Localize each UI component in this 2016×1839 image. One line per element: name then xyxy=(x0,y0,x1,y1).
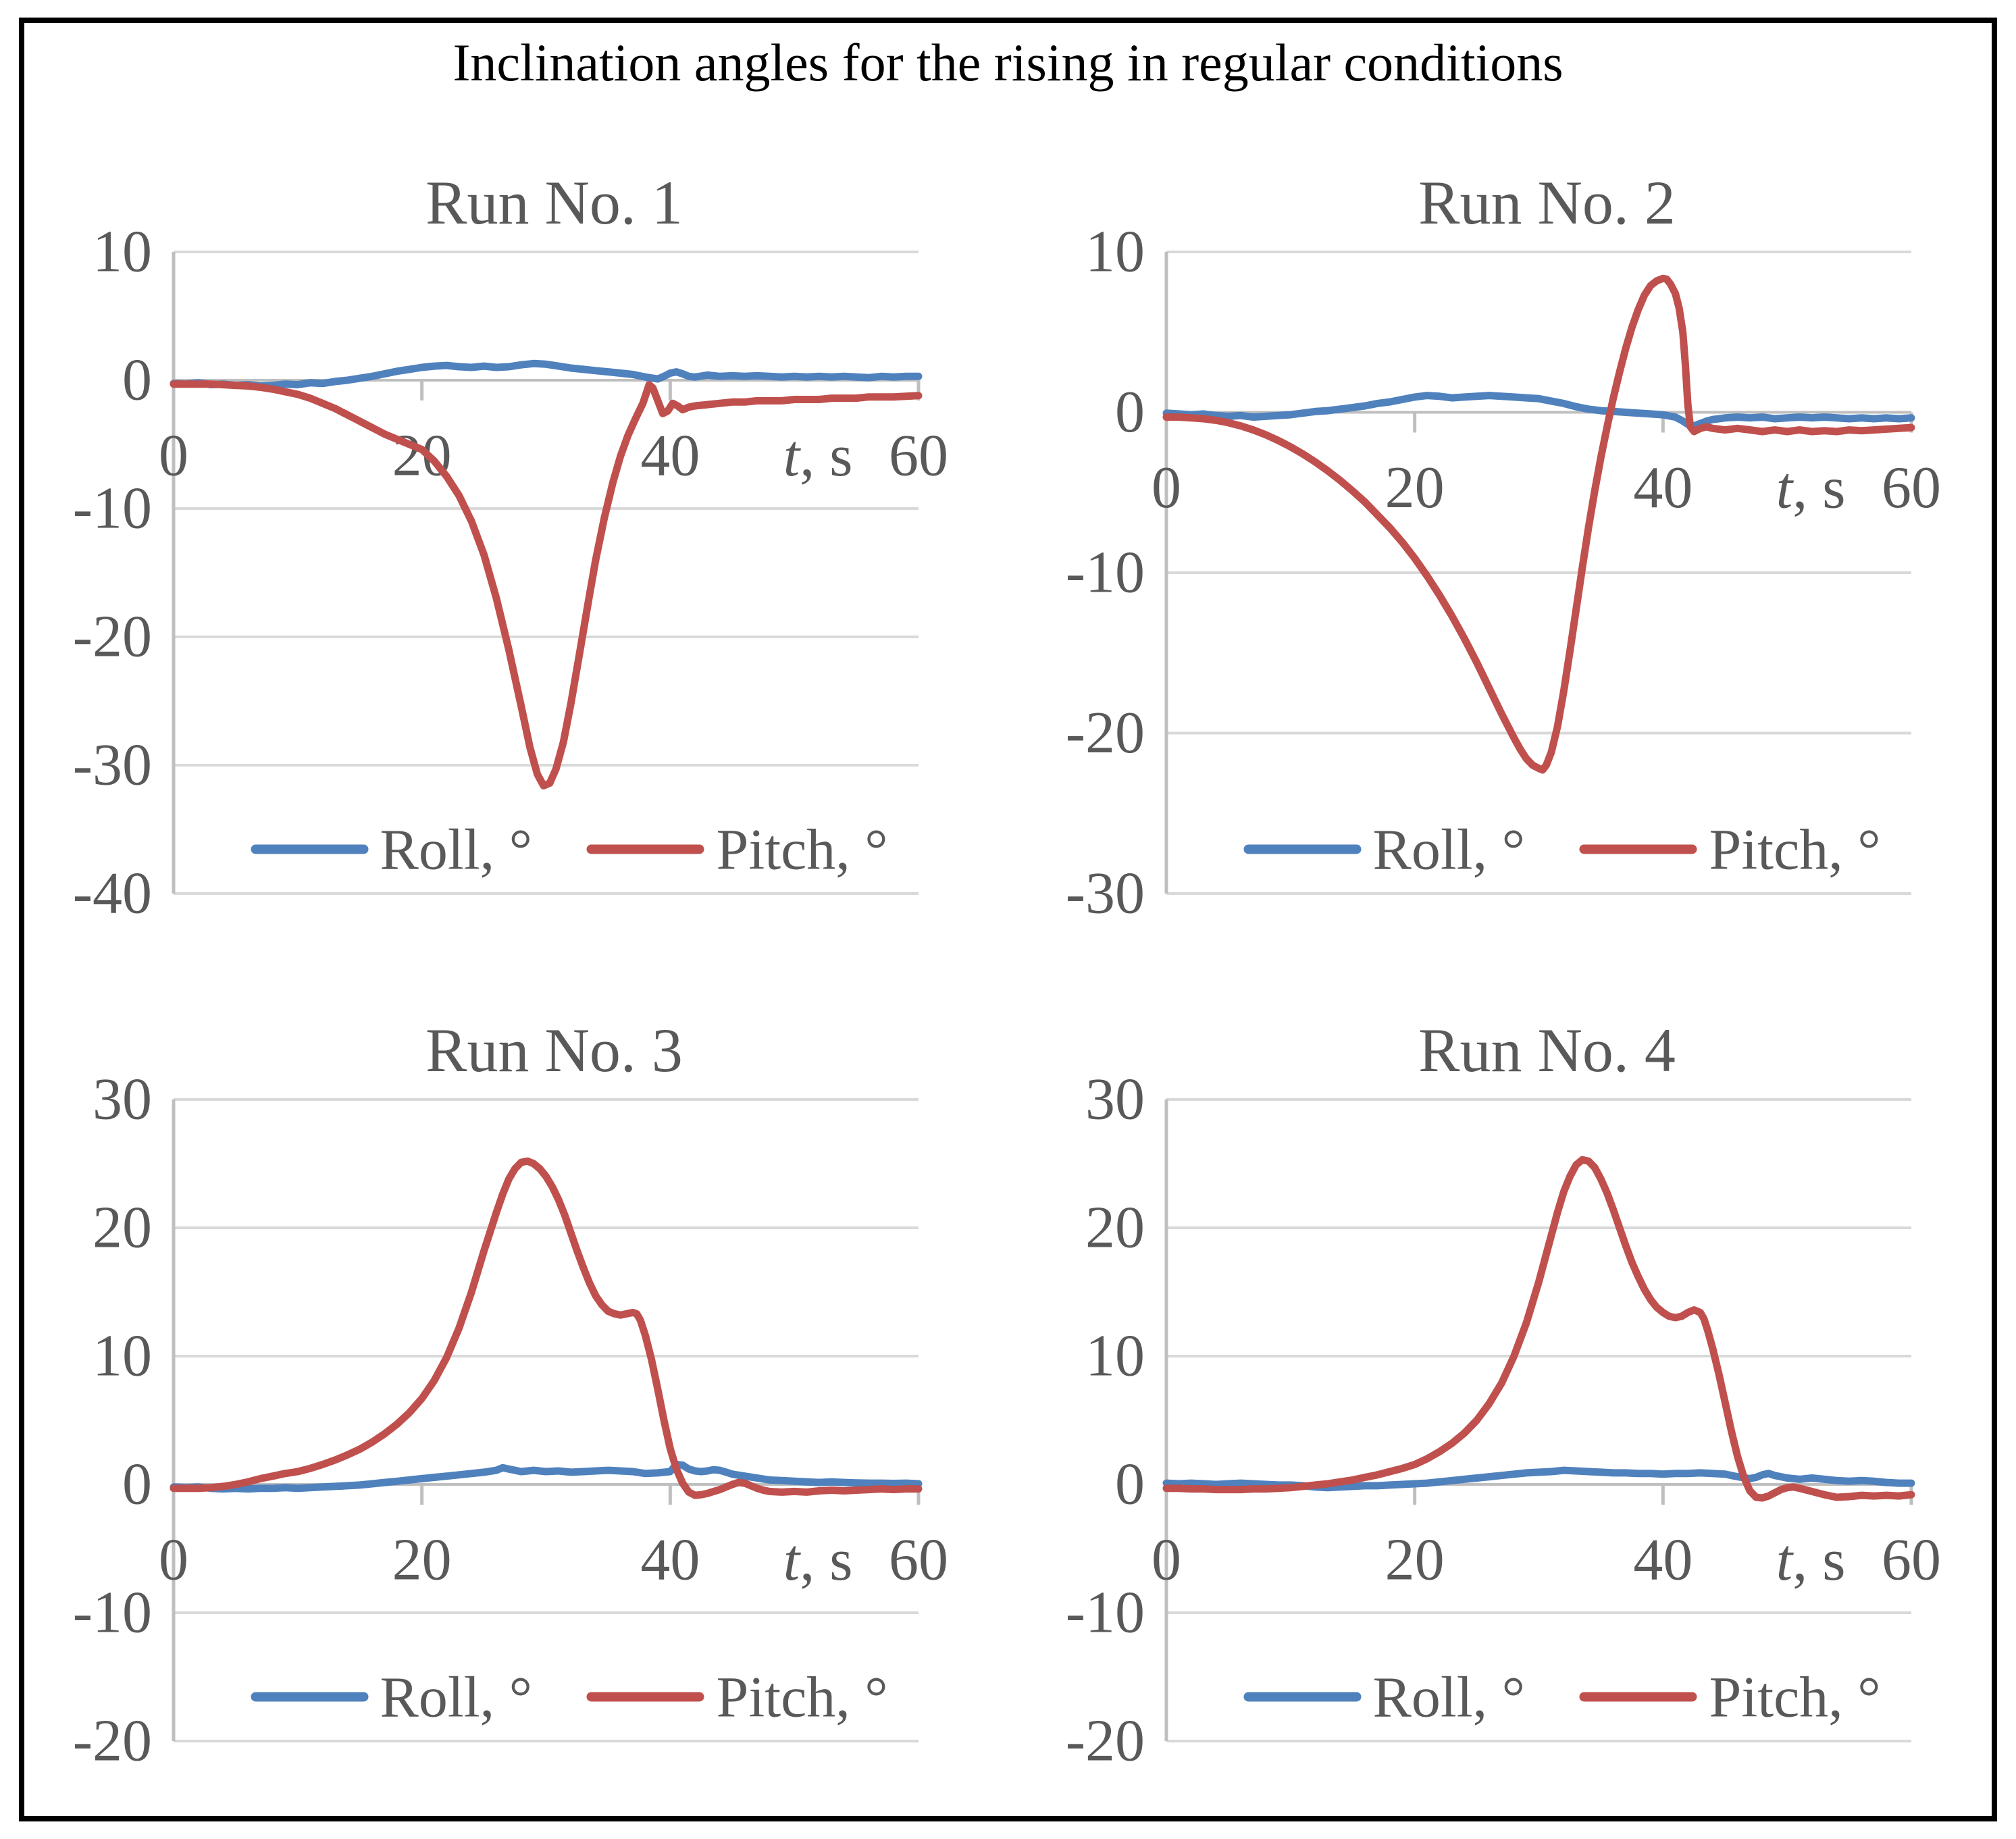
figure-title: Inclination angles for the rising in reg… xyxy=(453,33,1563,92)
x-tick-label: 20 xyxy=(1385,1528,1445,1593)
y-tick-label: -10 xyxy=(73,1580,152,1646)
pitch-series-line xyxy=(1162,1156,1915,1502)
x-tick-label: 60 xyxy=(1882,455,1941,521)
pitch-series-line xyxy=(170,380,923,789)
x-tick-label: 0 xyxy=(1152,1528,1181,1593)
chart-panel-4: Run No. 4 30 20 10 0 -10 -20 0 20 40 60 t, s Roll, °… xyxy=(1033,1003,2013,1839)
legend-pitch-label: Pitch, ° xyxy=(717,1664,888,1729)
y-tick-label: 0 xyxy=(1115,380,1145,445)
legend-roll-label: Roll, ° xyxy=(380,1664,533,1729)
legend-pitch-swatch xyxy=(586,844,704,854)
y-tick-label: 30 xyxy=(93,1067,152,1133)
y-tick-label: -20 xyxy=(73,604,152,670)
y-tick-label: -30 xyxy=(73,733,152,798)
x-tick-label: 20 xyxy=(392,423,452,489)
pitch-series-line xyxy=(170,1157,923,1499)
y-tick-label: 10 xyxy=(93,1324,152,1389)
y-tick-label: -30 xyxy=(1066,861,1145,927)
legend-pitch-label: Pitch, ° xyxy=(717,817,888,881)
legend: Roll, ° Pitch, ° xyxy=(1243,1664,1881,1729)
x-tick-label: 0 xyxy=(159,1528,188,1593)
legend-roll-swatch xyxy=(251,1692,369,1702)
legend-roll-label: Roll, ° xyxy=(1373,1664,1526,1729)
x-tick-label: 0 xyxy=(159,423,188,489)
legend-pitch-swatch xyxy=(1579,1692,1697,1702)
figure-border xyxy=(19,18,1997,1821)
x-tick-label: 40 xyxy=(640,1528,700,1593)
legend-roll-swatch xyxy=(251,844,369,854)
x-tick-label: 40 xyxy=(1633,455,1692,521)
chart-title: Run No. 4 xyxy=(1418,1016,1676,1085)
chart-title: Run No. 3 xyxy=(425,1016,683,1085)
y-tick-label: -20 xyxy=(73,1709,152,1774)
legend-pitch-swatch xyxy=(586,1692,704,1702)
y-tick-label: -40 xyxy=(73,861,152,927)
y-tick-label: -10 xyxy=(1066,540,1145,606)
x-tick-label: 40 xyxy=(640,423,700,489)
y-tick-label: -10 xyxy=(73,476,152,542)
pitch-series-line xyxy=(1162,274,1915,774)
y-tick-label: 10 xyxy=(93,219,152,285)
y-tick-label: 20 xyxy=(1085,1195,1145,1261)
legend: Roll, ° Pitch, ° xyxy=(1243,817,1881,881)
x-axis-title: t, s xyxy=(1776,1528,1846,1593)
y-tick-label: 10 xyxy=(1085,1324,1145,1389)
chart-panel-2: Run No. 2 10 0 -10 -20 -30 0 20 40 60 t, s Roll, ° P… xyxy=(1033,155,2013,1000)
y-tick-label: -20 xyxy=(1066,1709,1145,1774)
y-tick-label: -10 xyxy=(1066,1580,1145,1646)
x-tick-label: 40 xyxy=(1633,1528,1692,1593)
legend-roll-label: Roll, ° xyxy=(380,817,533,881)
y-tick-label: -20 xyxy=(1066,700,1145,766)
roll-series-line xyxy=(170,359,923,390)
x-axis-title: t, s xyxy=(783,1528,853,1593)
roll-series-line xyxy=(170,1461,923,1493)
roll-series-line xyxy=(1162,392,1915,430)
legend-roll-swatch xyxy=(1243,844,1362,854)
y-tick-label: 10 xyxy=(1085,219,1145,285)
chart-panel-3: Run No. 3 30 20 10 0 -10 -20 0 20 40 60 t, s Roll, °… xyxy=(41,1003,1020,1839)
legend-pitch-label: Pitch, ° xyxy=(1709,1664,1881,1729)
y-tick-label: 20 xyxy=(93,1195,152,1261)
y-tick-label: 0 xyxy=(122,1452,152,1518)
x-tick-label: 60 xyxy=(889,423,948,489)
chart-title: Run No. 1 xyxy=(425,168,683,237)
legend: Roll, ° Pitch, ° xyxy=(251,817,888,881)
x-tick-label: 60 xyxy=(889,1528,948,1593)
chart-panel-1: Run No. 1 10 0 -10 -20 -30 -40 0 20 40 60 t, s Roll,… xyxy=(41,155,1020,1000)
y-tick-label: 0 xyxy=(122,348,152,413)
x-tick-label: 20 xyxy=(1385,455,1445,521)
legend: Roll, ° Pitch, ° xyxy=(251,1664,888,1729)
legend-roll-label: Roll, ° xyxy=(1373,817,1526,881)
legend-roll-swatch xyxy=(1243,1692,1362,1702)
chart-title: Run No. 2 xyxy=(1418,168,1676,237)
x-tick-label: 20 xyxy=(392,1528,452,1593)
x-axis-title: t, s xyxy=(783,423,853,489)
x-tick-label: 0 xyxy=(1152,455,1181,521)
y-tick-label: 30 xyxy=(1085,1067,1145,1133)
y-tick-label: 0 xyxy=(1115,1452,1145,1518)
legend-pitch-swatch xyxy=(1579,844,1697,854)
x-axis-title: t, s xyxy=(1776,455,1846,521)
x-tick-label: 60 xyxy=(1882,1528,1941,1593)
legend-pitch-label: Pitch, ° xyxy=(1709,817,1881,881)
